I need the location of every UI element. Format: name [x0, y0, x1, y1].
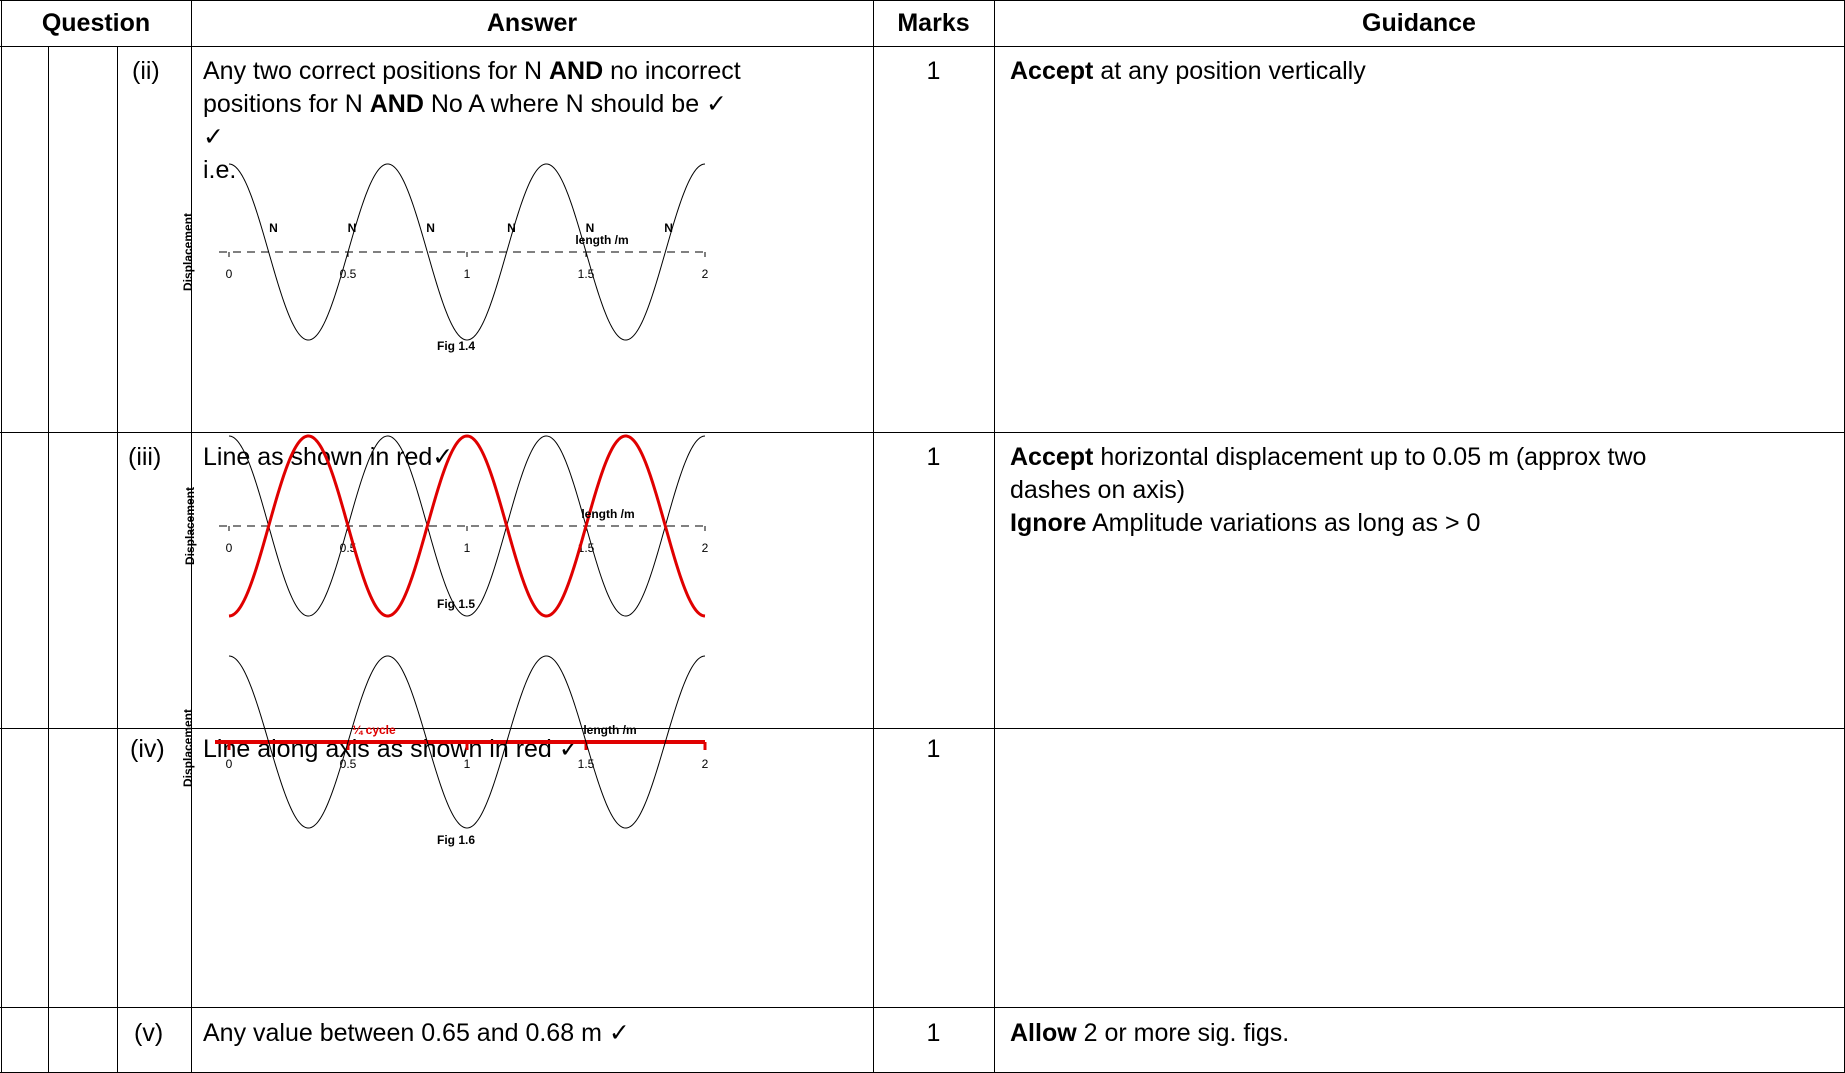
row-divider: [0, 46, 1845, 47]
node-label: N: [269, 221, 278, 235]
tick-label: 0: [226, 541, 233, 555]
figure-caption: Fig 1.5: [437, 597, 475, 611]
answer-line: ✓: [203, 123, 224, 151]
column-divider: [994, 0, 995, 1073]
node-label: N: [664, 221, 673, 235]
table-border-top: [0, 0, 1845, 1]
guidance-line: Accept horizontal displacement up to 0.0…: [1010, 443, 1647, 471]
row-divider: [0, 432, 1845, 433]
quarter-cycle-annotation: ¼ cycle: [352, 723, 396, 737]
guidance-line: Ignore Amplitude variations as long as >…: [1010, 509, 1481, 537]
question-part-label: (iv): [130, 735, 165, 763]
node-label: N: [507, 221, 516, 235]
node-label: N: [586, 221, 595, 235]
tick-label: 2: [702, 757, 709, 771]
marks-value: 1: [926, 57, 941, 85]
tick-label: 0.5: [340, 267, 357, 281]
node-label: N: [426, 221, 435, 235]
answer-line: Line along axis as shown in red ✓: [203, 735, 580, 763]
node-label: N: [348, 221, 357, 235]
question-part-label: (v): [134, 1019, 164, 1047]
standing-wave-figure-1-6: 0 0.5 1 1.5 2 Displacement length /m Fig 1.6 ¼ c…: [181, 655, 709, 847]
wave-curve: [228, 163, 706, 341]
question-part-label: (iii): [128, 443, 162, 471]
row-divider: [0, 1007, 1845, 1008]
header-answer: Answer: [486, 9, 578, 37]
guidance-line: Accept at any position vertically: [1010, 57, 1366, 85]
header-marks: Marks: [897, 9, 970, 37]
tick-label: 1: [464, 757, 471, 771]
figure-caption: Fig 1.4: [437, 339, 475, 353]
answer-line: Line as shown in red✓: [203, 443, 454, 471]
tick-label: 0: [226, 267, 233, 281]
answer-line: Any two correct positions for N AND no i…: [203, 57, 741, 85]
tick-label: 0: [226, 757, 233, 771]
answer-line: positions for N AND No A where N should …: [203, 90, 727, 118]
y-axis-label: Displacement: [181, 709, 195, 787]
column-divider: [117, 46, 118, 1073]
wave-curve: [228, 655, 706, 829]
tick-label: 1: [464, 267, 471, 281]
marks-value: 1: [926, 443, 941, 471]
column-divider: [48, 46, 49, 1073]
standing-wave-figure-1-4: 0 0.5 1 1.5 2 Displacement length /m Fig 1.4 N N N…: [181, 163, 709, 353]
y-axis-label: Displacement: [181, 213, 195, 291]
column-divider: [873, 0, 874, 1073]
y-axis-label: Displacement: [183, 487, 197, 565]
tick-label: 1: [464, 541, 471, 555]
header-question: Question: [41, 9, 151, 37]
tick-label: 0.5: [340, 757, 357, 771]
column-divider: [191, 0, 192, 1073]
question-part-label: (ii): [132, 57, 160, 85]
row-divider: [0, 728, 1845, 729]
header-guidance: Guidance: [1362, 9, 1476, 37]
marks-value: 1: [926, 735, 941, 763]
wave-curve: [228, 435, 706, 617]
answer-line: Any value between 0.65 and 0.68 m ✓: [203, 1019, 630, 1047]
guidance-line: dashes on axis): [1010, 476, 1186, 504]
red-wave-curve: [228, 434, 706, 618]
x-axis-label: length /m: [583, 723, 636, 737]
table-border-left: [1, 0, 2, 1073]
x-axis-label: length /m: [575, 233, 628, 247]
tick-label: 2: [702, 267, 709, 281]
figure-caption: Fig 1.6: [437, 833, 475, 847]
tick-label: 1.5: [578, 757, 595, 771]
tick-label: 1.5: [578, 267, 595, 281]
answer-line: i.e.: [203, 156, 237, 184]
x-axis-label: length /m: [581, 507, 634, 521]
guidance-line: Allow 2 or more sig. figs.: [1010, 1019, 1290, 1047]
tick-label: 2: [702, 541, 709, 555]
marks-value: 1: [926, 1019, 941, 1047]
